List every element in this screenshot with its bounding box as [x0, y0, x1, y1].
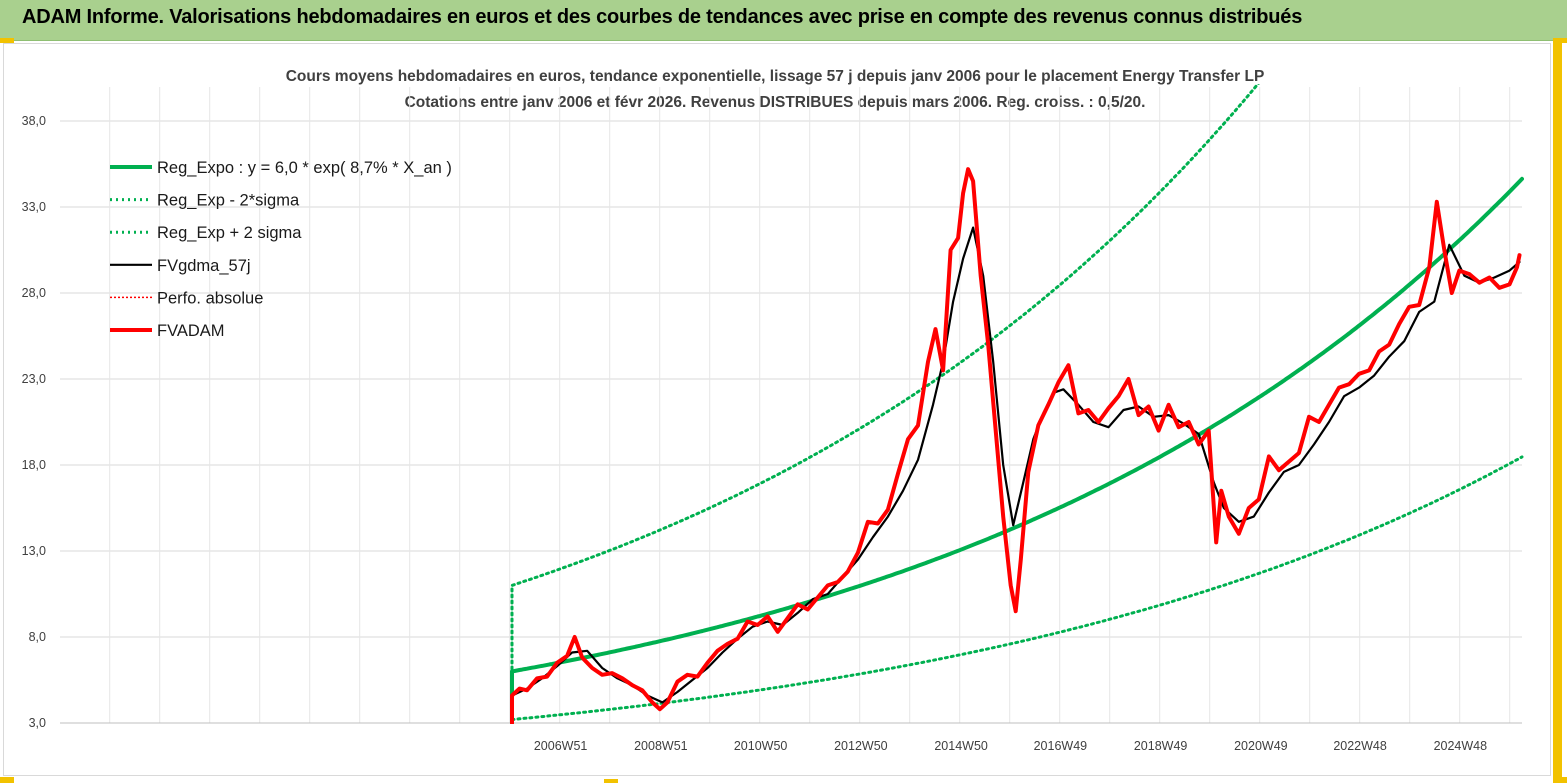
y-tick-label: 8,0 [29, 630, 46, 644]
corner-marker-left [0, 38, 14, 43]
corner-marker-bottom-left [0, 777, 14, 783]
series-line-reg-expo-y-6-0-exp-8-7-x-an- [510, 176, 1524, 724]
y-tick-label: 38,0 [22, 114, 46, 128]
y-tick-label: 13,0 [22, 544, 46, 558]
y-tick-label: 28,0 [22, 286, 46, 300]
x-tick-label: 2012W50 [834, 739, 888, 753]
series-line-reg-exp-2-sigma [510, 455, 1524, 722]
chart-title: Cours moyens hebdomadaires en euros, ten… [285, 68, 1265, 85]
series-line-fvgdma-57j [510, 226, 1521, 724]
x-tick-label: 2024W48 [1434, 739, 1488, 753]
x-tick-label: 2022W48 [1333, 739, 1387, 753]
legend-entry-label: Perfo. absolue [157, 289, 263, 307]
x-tick-label: 2020W49 [1234, 739, 1288, 753]
series-group [510, 84, 1524, 724]
legend-entry-label: FVgdma_57j [157, 257, 251, 275]
grid-lines [60, 87, 1522, 724]
chart-subtitle: Cotations entre janv 2006 et févr 2026. … [404, 94, 1146, 111]
corner-marker-right [1553, 38, 1567, 43]
x-tick-label: 2014W50 [934, 739, 988, 753]
y-tick-label: 33,0 [22, 200, 46, 214]
legend-entry-label: Reg_Expo : y = 6,0 * exp( 8,7% * X_an ) [157, 159, 452, 177]
y-tick-label: 18,0 [22, 458, 46, 472]
chart-title-block: Cours moyens hebdomadaires en euros, ten… [60, 64, 1490, 116]
right-edge-strip [1553, 43, 1562, 777]
legend-entry-label: Reg_Exp - 2*sigma [157, 192, 300, 210]
y-tick-label: 23,0 [22, 372, 46, 386]
x-tick-label: 2006W51 [534, 739, 588, 753]
report-banner: ADAM Informe. Valorisations hebdomadaire… [0, 0, 1567, 41]
x-tick-label: 2018W49 [1134, 739, 1188, 753]
y-axis-ticks: 3,0 8,0 13,0 18,0 23,0 28,0 33,0 38,0 [22, 114, 46, 730]
legend: Reg_Expo : y = 6,0 * exp( 8,7% * X_an ) R… [110, 159, 452, 340]
legend-entry-label: Reg_Exp + 2 sigma [157, 224, 302, 242]
corner-marker-bottom-right [1553, 777, 1567, 783]
x-tick-label: 2008W51 [634, 739, 688, 753]
x-tick-label: 2010W50 [734, 739, 788, 753]
series-line-reg-exp-2-sigma [510, 84, 1260, 724]
corner-marker-bottom-middle [604, 779, 618, 783]
chart-frame [3, 43, 1551, 776]
report-title: ADAM Informe. Valorisations hebdomadaire… [22, 6, 1303, 28]
x-tick-label: 2016W49 [1034, 739, 1088, 753]
x-axis-ticks: 2006W51 2008W51 2010W50 2012W50 2014W50 2016W… [534, 739, 1487, 753]
series-line-fvadam [510, 167, 1522, 724]
y-tick-label: 3,0 [29, 716, 46, 730]
legend-entry-label: FVADAM [157, 322, 225, 340]
